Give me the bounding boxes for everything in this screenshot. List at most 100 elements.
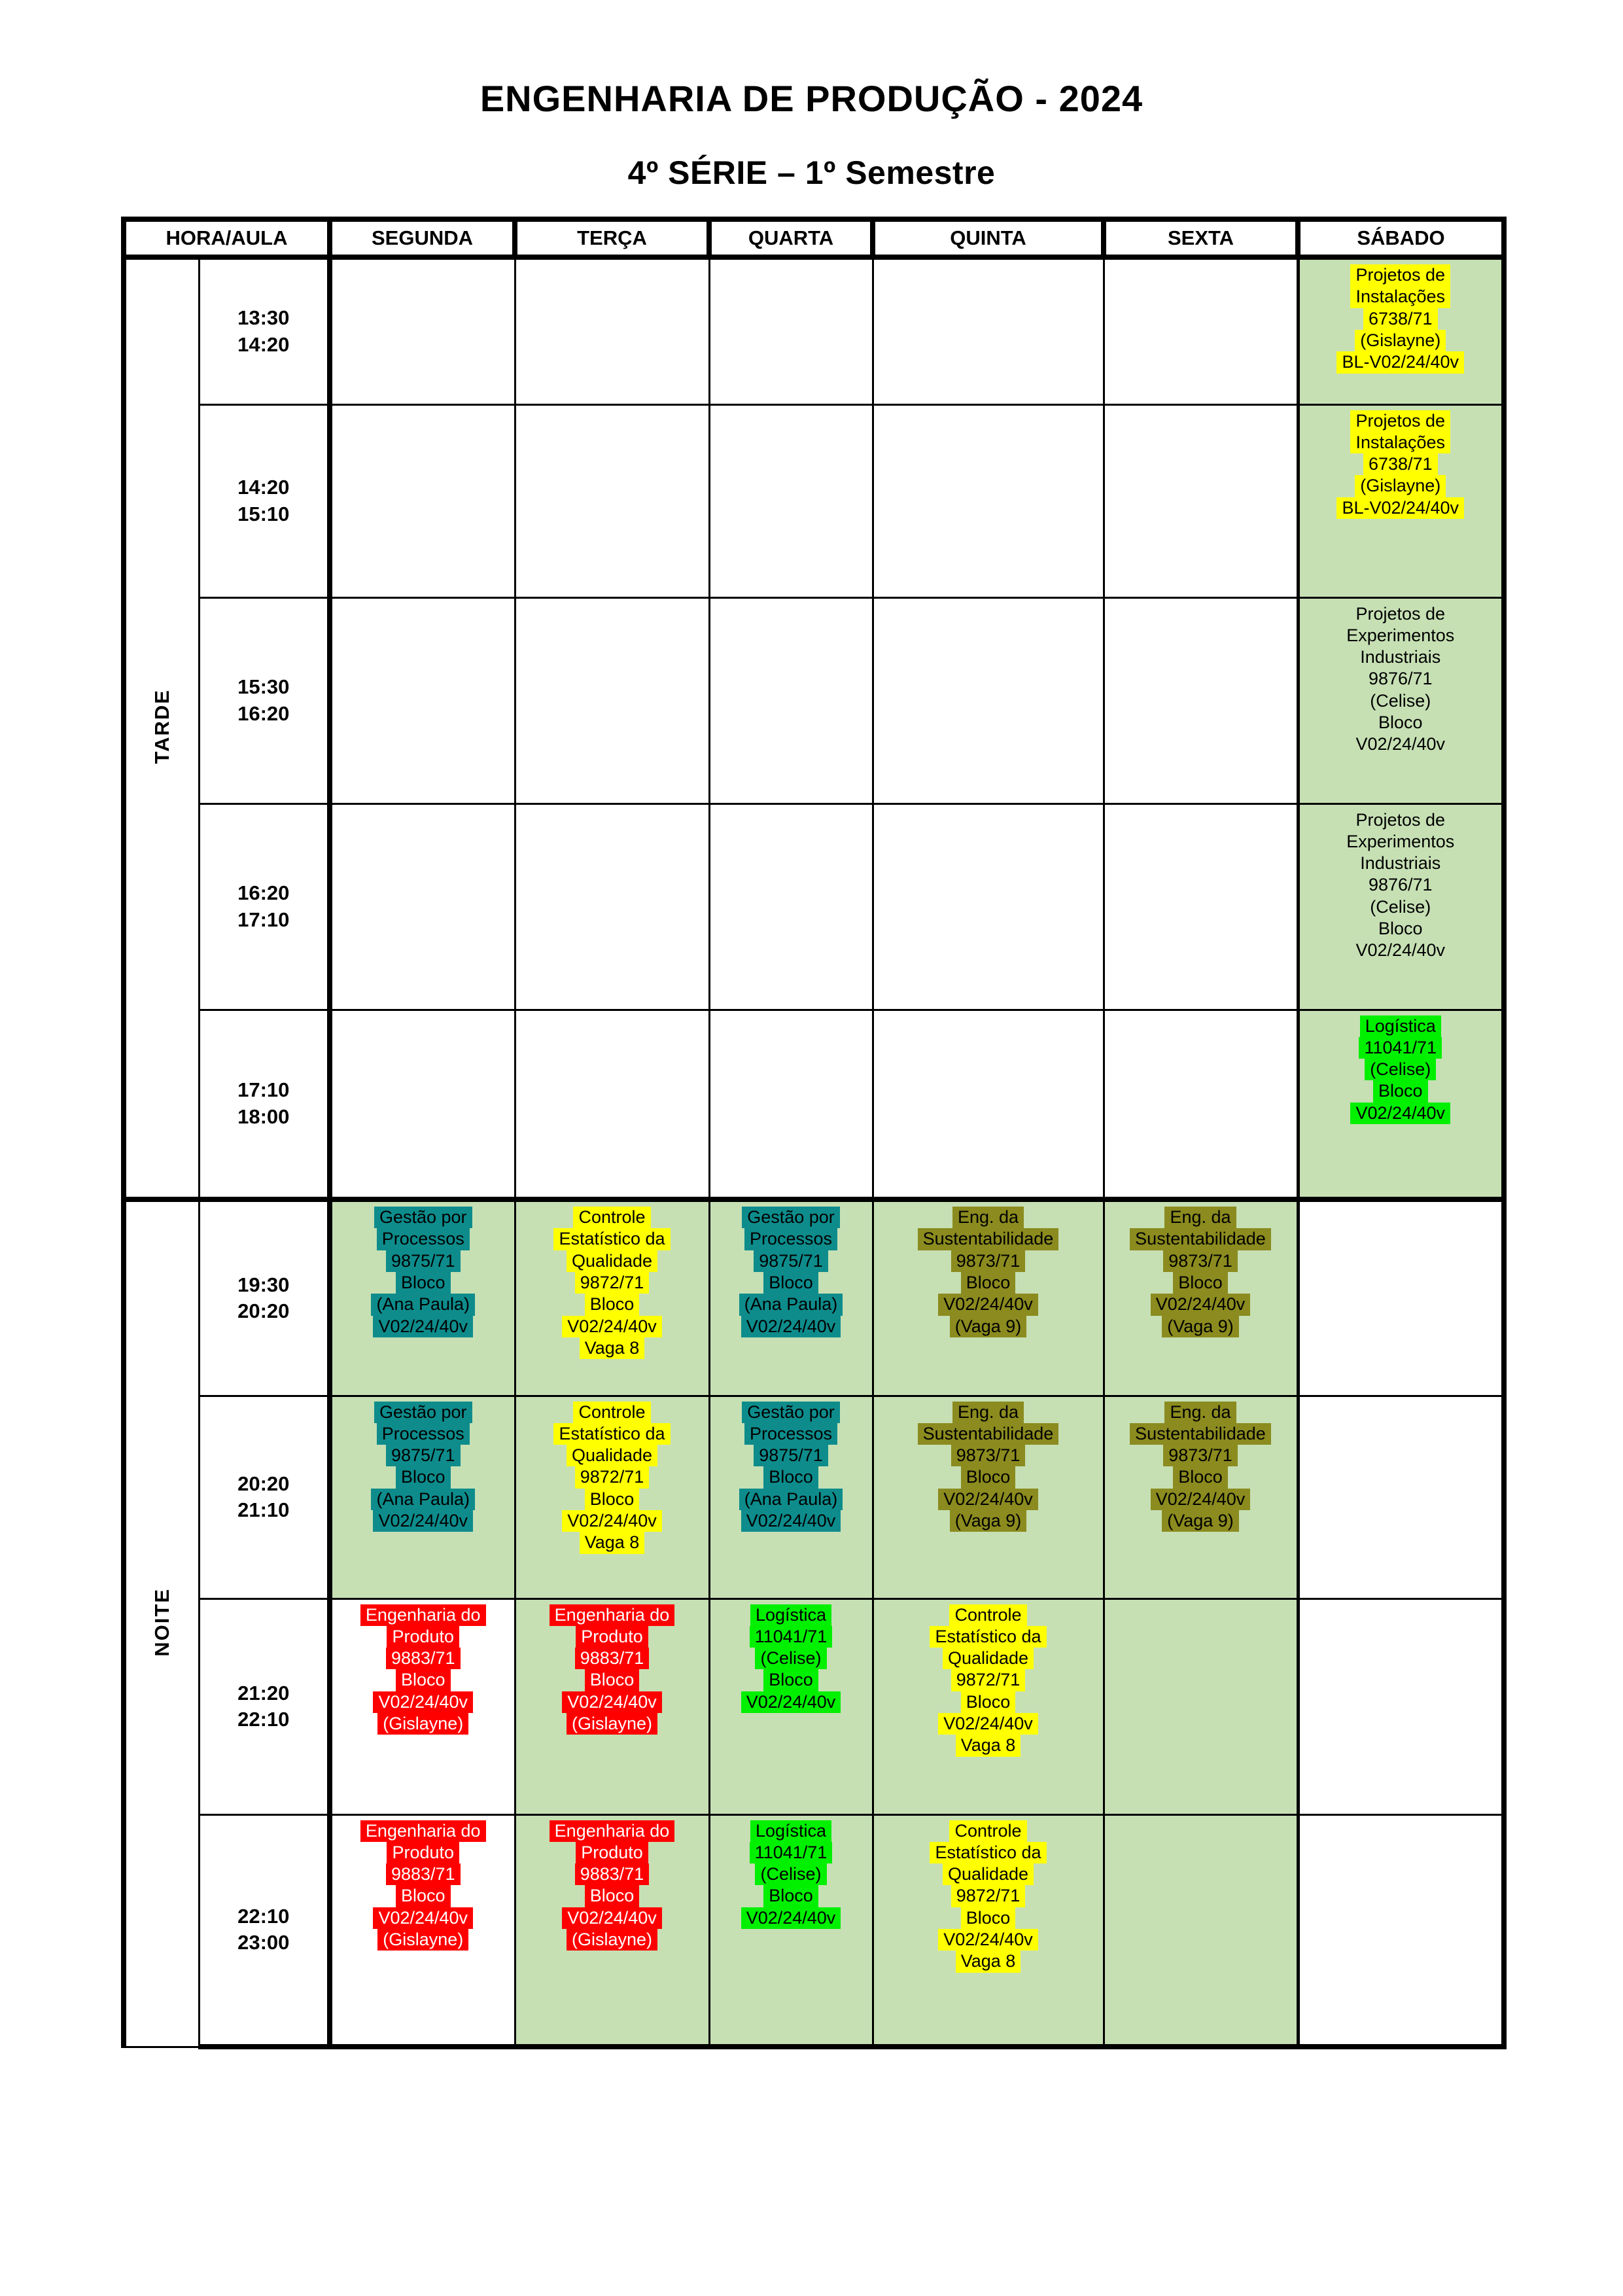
cell-sexta-1710 — [1102, 1008, 1299, 1201]
class-entry: Eng. da Sustentabilidade 9873/71 Bloco V02/2… — [875, 1398, 1102, 1532]
class-entry-line: Bloco — [395, 1466, 451, 1489]
time-end: 17:10 — [237, 908, 290, 931]
class-entry-line: V02/24/40v — [562, 1510, 662, 1532]
class-entry-line: 9872/71 — [574, 1466, 650, 1489]
schedule-row-tarde-3: 15:30 16:20 Projetos de Experimentos Industr… — [124, 596, 1507, 805]
class-entry: Controle Estatístico da Qualidade 9872/71 Bl… — [517, 1205, 707, 1360]
class-entry-line: BL-V02/24/40v — [1336, 351, 1465, 374]
class-entry-line: Projetos de — [1355, 809, 1446, 830]
class-entry-line: V02/24/40v — [741, 1510, 841, 1532]
cell-quarta-1330 — [708, 255, 874, 406]
class-entry-line: V02/24/40v — [562, 1907, 662, 1930]
class-entry-line: V02/24/40v — [373, 1691, 474, 1714]
class-entry-line: Qualidade — [566, 1445, 658, 1467]
class-entry-line: Gestão por — [374, 1207, 472, 1229]
class-entry-line: Sustentabilidade — [1130, 1228, 1271, 1250]
class-entry-line: Eng. da — [952, 1207, 1024, 1229]
cell-terca-2120: Engenharia do Produto 9883/71 Bloco V02/24/4… — [514, 1597, 710, 1816]
class-entry-line: (Vaga 9) — [949, 1510, 1027, 1532]
time-slot-2120: 21:20 22:10 — [198, 1597, 331, 1816]
cell-sexta-2120 — [1102, 1597, 1299, 1816]
class-entry-line: Qualidade — [942, 1648, 1034, 1670]
section-label-noite: NOITE — [121, 1197, 200, 2048]
class-entry-line: Bloco — [395, 1669, 451, 1691]
class-entry: Projetos de Instalações 6738/71 (Gislayne) B… — [1301, 262, 1499, 374]
class-entry-line: Controle — [573, 1401, 651, 1423]
class-entry-line: Projetos de — [1355, 603, 1446, 624]
class-entry-line: Sustentabilidade — [917, 1228, 1059, 1250]
class-entry-line: V02/24/40v — [562, 1315, 662, 1337]
class-entry-line: Processos — [744, 1422, 838, 1445]
class-entry-line: 9883/71 — [385, 1863, 461, 1886]
cell-quarta-1710 — [708, 1008, 874, 1201]
class-entry-line: Eng. da — [1164, 1207, 1236, 1229]
class-entry-line: 9876/71 — [1368, 669, 1433, 689]
cell-sexta-1420 — [1102, 403, 1299, 599]
class-entry-line: 9883/71 — [574, 1863, 650, 1886]
cell-segunda-1530 — [327, 596, 516, 805]
cell-quinta-2120: Controle Estatístico da Qualidade 9872/71 Bl… — [871, 1597, 1105, 1816]
class-entry-line: V02/24/40v — [373, 1315, 474, 1337]
section-label-text: TARDE — [150, 689, 173, 764]
class-entry-line: Engenharia do — [360, 1604, 486, 1626]
class-entry-line: Controle — [949, 1820, 1027, 1842]
time-start: 21:20 — [237, 1681, 290, 1704]
class-entry: Eng. da Sustentabilidade 9873/71 Bloco V02/2… — [875, 1205, 1102, 1337]
cell-sabado-2210 — [1296, 1813, 1507, 2049]
class-entry-line: (Celise) — [1370, 690, 1431, 711]
cell-sabado-1530: Projetos de Experimentos Industriais 9876/7… — [1296, 596, 1507, 805]
class-entry: Gestão por Processos 9875/71 Bloco (Ana Paul… — [711, 1398, 871, 1532]
class-entry-line: Estatístico da — [930, 1841, 1047, 1864]
class-entry-line: Bloco — [1372, 1080, 1428, 1103]
time-start: 16:20 — [237, 881, 290, 905]
section-label-text: NOITE — [150, 1587, 173, 1657]
class-entry: Projetos de Experimentos Industriais 9876/7… — [1301, 599, 1499, 756]
class-entry-line: V02/24/40v — [938, 1294, 1038, 1316]
class-entry-line: V02/24/40v — [562, 1691, 662, 1714]
class-entry-line: Qualidade — [942, 1863, 1034, 1886]
header-terca: TERÇA — [512, 217, 712, 260]
time-slot-1420: 14:20 15:10 — [198, 403, 331, 599]
schedule-row-tarde-2: 14:20 15:10 Projetos de Instalações 6738/71(… — [124, 403, 1507, 599]
class-entry-line: V02/24/40v — [938, 1488, 1038, 1511]
class-entry-line: (Celise) — [755, 1863, 827, 1886]
class-entry-line: Bloco — [763, 1466, 818, 1489]
cell-sexta-1930: Eng. da Sustentabilidade 9873/71 Bloco V02/2… — [1102, 1197, 1299, 1397]
cell-terca-1710 — [514, 1008, 710, 1201]
class-entry-line: V02/24/40v — [1355, 734, 1446, 754]
schedule-row-tarde-1: TARDE 13:30 14:20 Projetos de Instalações 673… — [121, 255, 1507, 1201]
class-entry-line: Bloco — [960, 1907, 1016, 1930]
time-start: 15:30 — [237, 675, 290, 699]
class-entry-line: Estatístico da — [930, 1625, 1047, 1648]
schedule-table: HORA/AULA SEGUNDA TERÇA QUARTA QUINTA SE… — [121, 217, 1507, 2049]
class-entry: Logística 11041/71 (Celise) Bloco V02/24/40v — [711, 1816, 871, 1930]
class-entry-line: 9873/71 — [951, 1445, 1026, 1467]
time-slot-1330: 13:30 14:20 — [198, 255, 331, 406]
class-entry-line: Experimentos — [1346, 625, 1455, 645]
class-entry-line: 6738/71 — [1363, 308, 1438, 330]
class-entry-line: Bloco — [584, 1294, 640, 1316]
class-entry: Gestão por Processos 9875/71 Bloco (Ana Paul… — [335, 1398, 513, 1532]
class-entry-line: Controle — [949, 1604, 1027, 1626]
schedule-row-noite-2: 20:20 21:10 Gestão por Processos 9875/71 Bloc… — [124, 1394, 1507, 1600]
class-entry-line: Vaga 8 — [579, 1337, 645, 1360]
cell-quinta-1930: Eng. da Sustentabilidade 9873/71 Bloco V02/2… — [871, 1197, 1105, 1397]
class-entry-line: Gestão por — [374, 1401, 472, 1423]
cell-segunda-2120: Engenharia do Produto 9883/71 Bloco V02/24/4… — [327, 1597, 516, 1816]
class-entry: Eng. da Sustentabilidade 9873/71 Bloco V02/2… — [1106, 1398, 1296, 1532]
class-entry-line: Projetos de — [1350, 410, 1451, 432]
time-start: 19:30 — [237, 1273, 290, 1296]
class-entry-line: 9883/71 — [385, 1648, 461, 1670]
class-entry-line: 9872/71 — [951, 1669, 1026, 1691]
header-hora-aula: HORA/AULA — [121, 217, 332, 260]
time-start: 22:10 — [237, 1904, 290, 1928]
time-end: 16:20 — [237, 701, 290, 725]
class-entry-line: 9875/71 — [754, 1445, 828, 1467]
time-end: 22:10 — [237, 1708, 290, 1731]
cell-terca-1930: Controle Estatístico da Qualidade 9872/71 Bl… — [514, 1197, 710, 1397]
class-entry: Engenharia do Produto 9883/71 Bloco V02/24/4… — [517, 1816, 707, 1951]
class-entry-line: 9873/71 — [1163, 1250, 1238, 1272]
time-start: 20:20 — [237, 1472, 290, 1495]
class-entry-line: Controle — [573, 1207, 651, 1229]
class-entry-line: Industriais — [1360, 853, 1441, 874]
